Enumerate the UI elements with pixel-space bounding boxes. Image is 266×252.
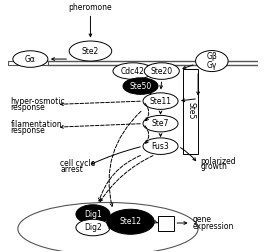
Text: Ste50: Ste50 [129,82,152,90]
Text: gene: gene [193,215,212,224]
Ellipse shape [143,138,178,154]
Ellipse shape [143,115,178,132]
Bar [183,69,198,154]
Ellipse shape [143,93,178,109]
Text: Ste20: Ste20 [151,67,173,76]
Text: Fus3: Fus3 [152,142,169,151]
Ellipse shape [123,78,158,94]
FancyBboxPatch shape [8,61,48,65]
Ellipse shape [13,51,48,67]
Text: pheromone: pheromone [69,3,112,12]
Text: polarized: polarized [201,157,236,166]
Text: response: response [10,126,45,135]
Ellipse shape [144,63,179,79]
Text: Dig1: Dig1 [84,210,102,219]
Text: filamentation: filamentation [10,120,62,129]
Text: Ste12: Ste12 [119,217,142,226]
Ellipse shape [196,51,228,72]
Ellipse shape [76,219,110,236]
Text: hyper-osmotic: hyper-osmotic [10,97,65,106]
Text: Cdc42: Cdc42 [121,67,145,76]
Ellipse shape [69,41,112,61]
Ellipse shape [18,203,198,252]
Ellipse shape [113,63,153,79]
Text: expression: expression [193,222,234,231]
Text: growth: growth [201,162,227,171]
Text: cell cycle: cell cycle [60,159,96,168]
Text: response: response [10,103,45,112]
Text: Ste5: Ste5 [186,102,195,120]
Text: Gα: Gα [25,54,36,64]
Bar [158,215,174,231]
Ellipse shape [107,209,154,234]
Text: Ste7: Ste7 [152,119,169,128]
Ellipse shape [76,205,110,224]
Text: Ste2: Ste2 [82,47,99,55]
Text: arrest: arrest [60,165,83,174]
Text: Dig2: Dig2 [84,223,102,232]
Text: Gβ
Gγ: Gβ Gγ [206,52,217,70]
Text: Ste11: Ste11 [149,97,172,106]
